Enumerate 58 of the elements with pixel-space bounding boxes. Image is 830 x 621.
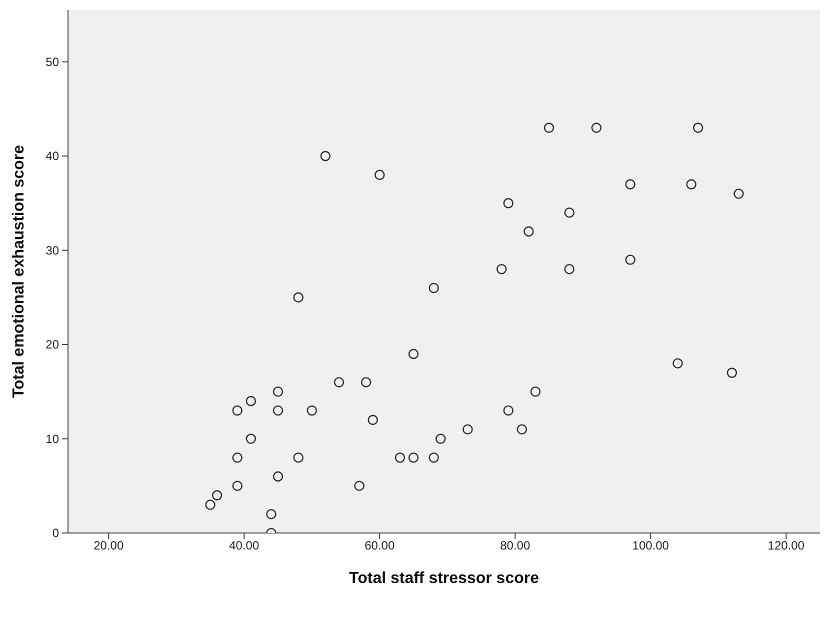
- point: [496, 264, 507, 274]
- point: [503, 405, 514, 416]
- y-tick-label: 20: [46, 338, 60, 352]
- point: [334, 377, 344, 388]
- point: [272, 405, 284, 416]
- x-axis-title: Total staff stressor score: [349, 570, 540, 587]
- point: [544, 122, 554, 133]
- point: [293, 452, 304, 463]
- point: [320, 150, 331, 162]
- point: [428, 282, 439, 294]
- point: [428, 452, 439, 463]
- point: [374, 170, 385, 180]
- point: [360, 377, 372, 388]
- point: [232, 480, 243, 492]
- point: [530, 386, 541, 397]
- x-tick-label: 60.00: [364, 538, 395, 553]
- point: [435, 434, 446, 444]
- x-tick-label: 120.00: [768, 538, 805, 553]
- x-tick-label: 80.00: [500, 538, 530, 553]
- point: [266, 509, 276, 520]
- point: [524, 226, 534, 237]
- point: [205, 500, 216, 510]
- point: [306, 405, 318, 416]
- point: [354, 480, 364, 492]
- y-tick-label: 10: [46, 432, 60, 446]
- point: [564, 264, 574, 274]
- point: [625, 179, 636, 190]
- point: [293, 292, 304, 303]
- point: [232, 405, 243, 416]
- point: [692, 122, 704, 133]
- x-tick-label: 40.00: [229, 538, 260, 553]
- point: [516, 424, 528, 434]
- point: [394, 452, 406, 463]
- point: [368, 414, 378, 426]
- point: [462, 424, 473, 434]
- point: [232, 452, 243, 463]
- point: [246, 396, 256, 406]
- point: [564, 207, 574, 218]
- point: [672, 358, 683, 369]
- point: [408, 348, 419, 360]
- point: [503, 198, 514, 208]
- x-tick-label: 20.00: [94, 538, 124, 553]
- point: [591, 122, 602, 133]
- y-tick-label: 30: [46, 243, 60, 258]
- point: [734, 188, 744, 199]
- y-axis-title: Total emotional exhaustion score: [10, 144, 28, 398]
- point: [212, 490, 222, 500]
- y-tick-label: 40: [46, 149, 60, 164]
- point: [408, 452, 419, 463]
- point: [272, 471, 284, 482]
- point: [686, 179, 696, 190]
- point: [272, 386, 284, 397]
- y-tick-label: 50: [46, 54, 60, 69]
- point: [246, 434, 256, 444]
- y-tick-label: 0: [52, 526, 60, 540]
- x-tick-label: 100.00: [632, 538, 670, 553]
- point: [726, 368, 738, 378]
- point: [625, 254, 636, 265]
